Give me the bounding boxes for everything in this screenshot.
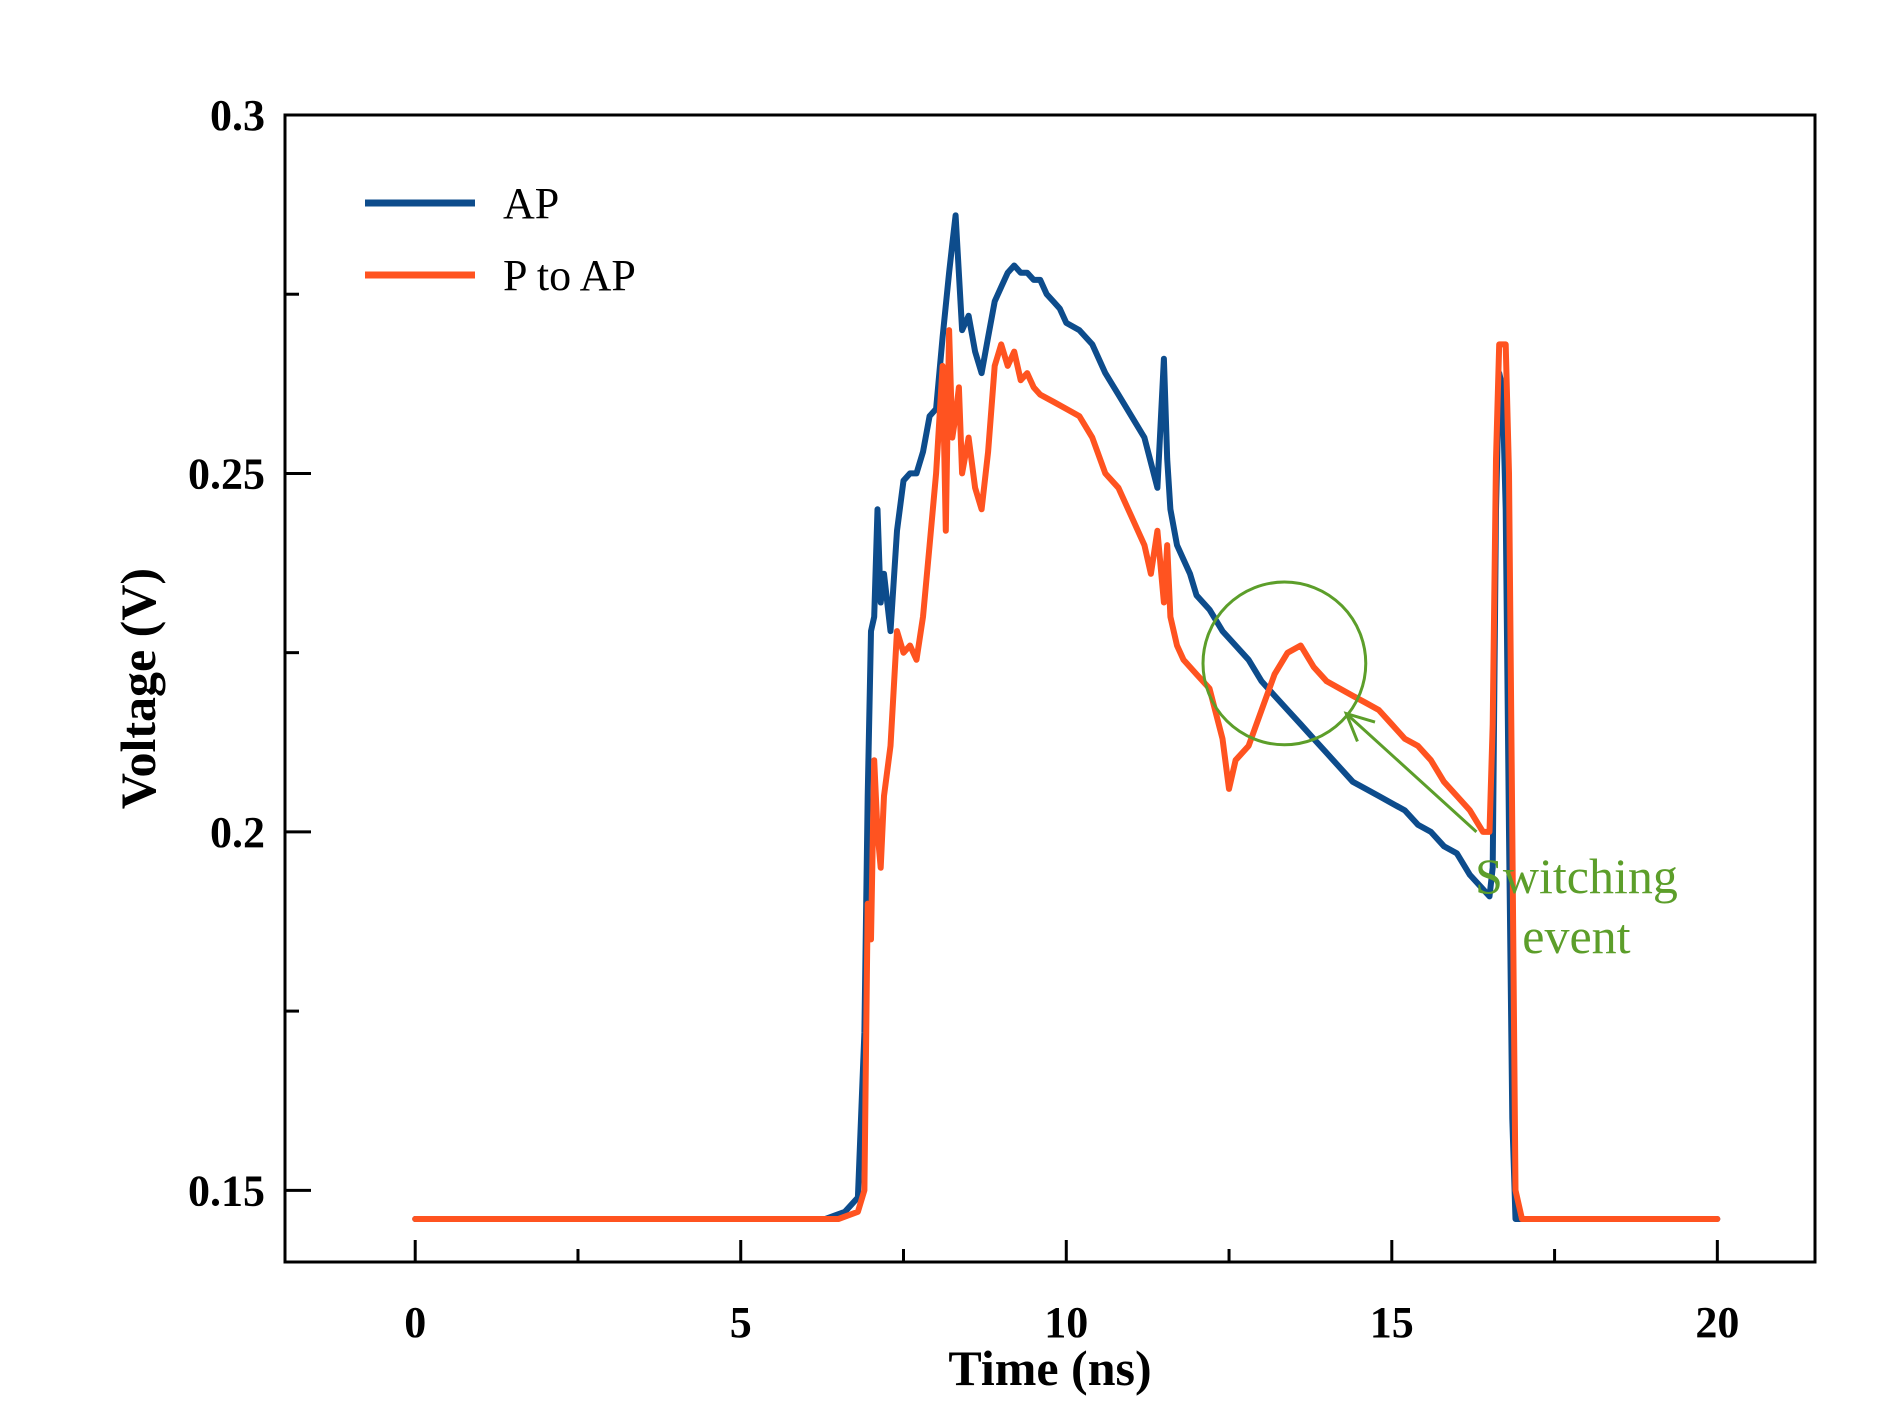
x-tick-label: 10 bbox=[1044, 1298, 1088, 1347]
legend: AP P to AP bbox=[365, 179, 636, 300]
x-axis-title: Time (ns) bbox=[948, 1340, 1151, 1396]
switching-event-circle bbox=[1201, 580, 1368, 747]
switching-event-label: Switching event bbox=[1475, 848, 1678, 964]
y-axis-title: Voltage (V) bbox=[110, 568, 166, 809]
annotation-layer bbox=[1201, 580, 1478, 833]
axis-tick-labels: 0 5 10 15 20 0.15 0.2 0.25 0.3 bbox=[188, 91, 1739, 1347]
axis-ticks bbox=[285, 113, 1719, 1262]
series-line-p-to-ap bbox=[412, 327, 1721, 1222]
switching-event-arrow bbox=[1345, 712, 1478, 833]
plot-frame bbox=[283, 113, 1817, 1264]
series-line-ap bbox=[412, 212, 1721, 1222]
switching-event-arrowhead bbox=[1343, 711, 1376, 742]
y-tick-label: 0.2 bbox=[210, 808, 265, 857]
plot-area: 0 5 10 15 20 0.15 0.2 0.25 0.3 bbox=[188, 91, 1817, 1347]
y-tick-label: 0.15 bbox=[188, 1166, 265, 1215]
annotation-line-1: Switching bbox=[1475, 848, 1678, 904]
y-tick-label: 0.25 bbox=[188, 449, 265, 498]
x-tick-label: 5 bbox=[730, 1298, 752, 1347]
x-tick-label: 20 bbox=[1695, 1298, 1739, 1347]
legend-label-ap: AP bbox=[503, 179, 559, 228]
x-tick-label: 15 bbox=[1370, 1298, 1414, 1347]
legend-label-p-to-ap: P to AP bbox=[503, 251, 636, 300]
x-tick-label: 0 bbox=[404, 1298, 426, 1347]
series-layer bbox=[412, 212, 1721, 1222]
annotation-line-2: event bbox=[1522, 908, 1630, 964]
y-tick-label: 0.3 bbox=[210, 91, 265, 140]
